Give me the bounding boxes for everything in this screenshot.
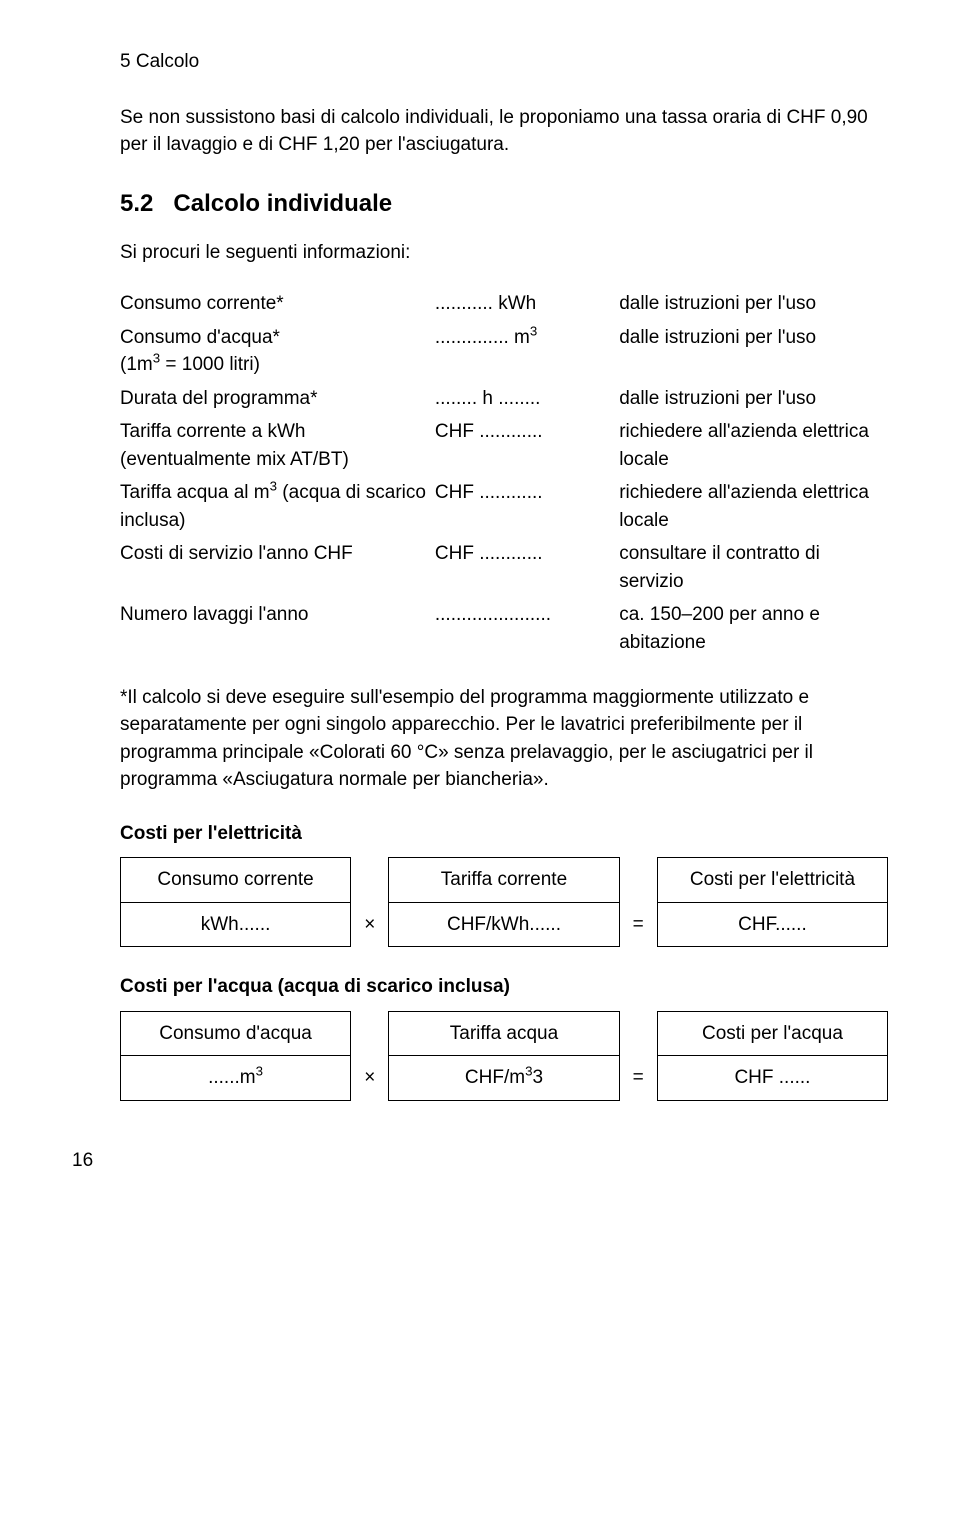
info-note: dalle istruzioni per l'uso	[619, 382, 888, 416]
table-header-cell: Tariffa corrente	[389, 858, 619, 903]
info-note: consultare il contratto di servizio	[619, 537, 888, 598]
info-value: ........ h ........	[435, 382, 619, 416]
table-header-cell: Costi per l'elettricità	[657, 858, 887, 903]
table-row: Consumo d'acqua Tariffa acqua Costi per …	[121, 1011, 888, 1056]
equals-op: =	[619, 902, 657, 947]
info-label: Tariffa corrente a kWh (eventualmente mi…	[120, 415, 435, 476]
info-value: ........... kWh	[435, 287, 619, 321]
section-number: 5.2	[120, 190, 153, 217]
info-label: Consumo corrente*	[120, 287, 435, 321]
info-note: richiedere all'azienda elettrica locale	[619, 415, 888, 476]
multiply-op: ×	[351, 902, 389, 947]
info-label: Durata del programma*	[120, 382, 435, 416]
table-op-cell	[351, 858, 389, 903]
table-row: Consumo corrente Tariffa corrente Costi …	[121, 858, 888, 903]
info-value: CHF ............	[435, 476, 619, 537]
info-table: Consumo corrente*........... kWhdalle is…	[120, 287, 888, 660]
section-subtitle: Si procuri le seguenti informazioni:	[120, 239, 888, 267]
section-title-text: Calcolo individuale	[173, 190, 392, 217]
info-label: Tariffa acqua al m3 (acqua di scarico in…	[120, 476, 435, 537]
section-title: 5.2 Calcolo individuale	[120, 187, 888, 222]
elec-heading: Costi per l'elettricità	[120, 820, 888, 848]
table-row: Tariffa acqua al m3 (acqua di scarico in…	[120, 476, 888, 537]
info-label: Consumo d'acqua*(1m3 = 1000 litri)	[120, 321, 435, 382]
table-cell: CHF/kWh......	[389, 902, 619, 947]
info-value: ......................	[435, 598, 619, 659]
table-cell: kWh......	[121, 902, 351, 947]
table-op-cell	[619, 858, 657, 903]
table-row: Consumo d'acqua*(1m3 = 1000 litri)......…	[120, 321, 888, 382]
chapter-title: 5 Calcolo	[120, 48, 888, 76]
table-cell: CHF......	[657, 902, 887, 947]
info-note: dalle istruzioni per l'uso	[619, 321, 888, 382]
info-value: .............. m3	[435, 321, 619, 382]
table-header-cell: Consumo d'acqua	[121, 1011, 351, 1056]
table-op-cell	[619, 1011, 657, 1056]
info-note: ca. 150–200 per anno e abitazione	[619, 598, 888, 659]
info-label: Costi di servizio l'anno CHF	[120, 537, 435, 598]
info-note: dalle istruzioni per l'uso	[619, 287, 888, 321]
info-value: CHF ............	[435, 415, 619, 476]
table-row: Durata del programma*........ h ........…	[120, 382, 888, 416]
info-label: Numero lavaggi l'anno	[120, 598, 435, 659]
table-op-cell	[351, 1011, 389, 1056]
footnote: *Il calcolo si deve eseguire sull'esempi…	[120, 684, 888, 794]
info-value: CHF ............	[435, 537, 619, 598]
table-cell: CHF/m33	[389, 1056, 619, 1101]
water-heading: Costi per l'acqua (acqua di scarico incl…	[120, 973, 888, 1001]
elec-calc-table: Consumo corrente Tariffa corrente Costi …	[120, 857, 888, 947]
page-number: 16	[72, 1147, 888, 1175]
table-row: Costi di servizio l'anno CHFCHF ........…	[120, 537, 888, 598]
table-row: Tariffa corrente a kWh (eventualmente mi…	[120, 415, 888, 476]
table-header-cell: Tariffa acqua	[389, 1011, 619, 1056]
table-row: ......m3 × CHF/m33 = CHF ......	[121, 1056, 888, 1101]
table-row: Numero lavaggi l'anno...................…	[120, 598, 888, 659]
table-header-cell: Costi per l'acqua	[657, 1011, 887, 1056]
intro-paragraph: Se non sussistono basi di calcolo indivi…	[120, 104, 888, 159]
multiply-op: ×	[351, 1056, 389, 1101]
table-cell: CHF ......	[657, 1056, 887, 1101]
info-note: richiedere all'azienda elettrica locale	[619, 476, 888, 537]
table-row: kWh...... × CHF/kWh...... = CHF......	[121, 902, 888, 947]
table-row: Consumo corrente*........... kWhdalle is…	[120, 287, 888, 321]
water-calc-table: Consumo d'acqua Tariffa acqua Costi per …	[120, 1011, 888, 1101]
equals-op: =	[619, 1056, 657, 1101]
table-cell: ......m3	[121, 1056, 351, 1101]
table-header-cell: Consumo corrente	[121, 858, 351, 903]
